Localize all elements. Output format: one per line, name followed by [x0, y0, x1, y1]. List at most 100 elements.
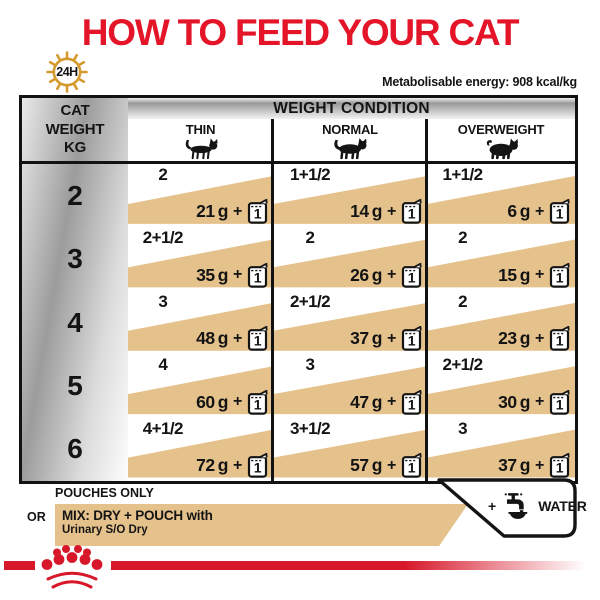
gram-unit: g	[519, 264, 531, 285]
table-row: 2 2 21 g + 1	[22, 164, 575, 227]
pouch-count: 3+1/2	[289, 418, 331, 438]
pouch-number: 1	[408, 333, 416, 349]
dry-grams: 47	[350, 391, 369, 412]
table-row: 4 3 48 g + 1	[22, 291, 575, 354]
cat-weight-value: 3	[67, 243, 83, 275]
normal-label: NORMAL	[322, 122, 378, 137]
dry-grams: 48	[196, 328, 215, 349]
pouch-icon: 1	[247, 199, 268, 225]
water-label: WATER	[538, 498, 587, 514]
pouches-only-label: POUCHES ONLY	[55, 486, 154, 500]
cat-weight-value: 2	[67, 179, 83, 211]
ration-cell-normal: 3 47 g + 1	[273, 354, 427, 417]
corner-line-kg: KG	[63, 139, 87, 157]
pouch-number: 1	[556, 269, 564, 285]
normal-cat-icon	[334, 138, 367, 160]
plus-sign: +	[535, 202, 544, 220]
brand-bar-right	[111, 561, 600, 570]
mix-amount: 37 g + 1	[498, 453, 570, 478]
pouch-number: 1	[254, 396, 262, 412]
ration-cell-overweight: 3 37 g + 1	[427, 418, 575, 481]
pouch-icon: 1	[401, 453, 422, 478]
plus-sign: +	[535, 456, 544, 474]
column-header-normal: NORMAL	[273, 119, 427, 161]
mix-amount: 47 g + 1	[350, 389, 422, 415]
plus-sign: +	[387, 202, 396, 220]
gram-unit: g	[217, 264, 229, 285]
gram-unit: g	[217, 391, 229, 412]
plus-sign: +	[535, 393, 544, 411]
gram-unit: g	[371, 201, 383, 222]
ration-cell-overweight: 2 15 g + 1	[427, 227, 575, 290]
pouch-icon: 1	[549, 389, 570, 415]
pouch-count: 1+1/2	[289, 165, 331, 184]
ration-cell-thin: 2+1/2 35 g + 1	[128, 227, 273, 290]
pouch-count: 1+1/2	[442, 165, 484, 184]
column-divider-1	[271, 119, 274, 481]
dry-grams: 37	[498, 455, 517, 476]
gram-unit: g	[371, 455, 383, 476]
pouch-count: 2+1/2	[142, 228, 184, 248]
pouch-number: 1	[556, 333, 564, 349]
pouch-number: 1	[556, 396, 564, 412]
weight-condition-header: WEIGHT CONDITION	[128, 98, 575, 119]
dry-grams: 26	[350, 264, 369, 285]
24h-clock-icon: 24H	[45, 50, 89, 94]
clock-dial-icon	[46, 51, 88, 93]
table-row: 6 4+1/2 72 g + 1	[22, 418, 575, 481]
plus-sign: +	[387, 393, 396, 411]
mix-amount: 23 g + 1	[498, 326, 570, 351]
mix-banner: MIX: DRY + POUCH with Urinary S/O Dry	[55, 504, 468, 546]
pouch-number: 1	[254, 269, 262, 285]
pouch-count: 2	[458, 291, 467, 311]
gram-unit: g	[217, 455, 229, 476]
plus-sign: +	[387, 266, 396, 284]
gram-unit: g	[217, 201, 229, 222]
pouch-icon: 1	[401, 389, 422, 415]
pouch-number: 1	[254, 460, 262, 476]
dry-grams: 14	[350, 201, 369, 222]
ration-cell-thin: 3 48 g + 1	[128, 291, 273, 354]
or-label: OR	[27, 510, 46, 524]
plus-sign: +	[387, 329, 396, 347]
plus-sign: +	[535, 329, 544, 347]
pouch-count: 2+1/2	[442, 355, 484, 375]
dry-grams: 23	[498, 328, 517, 349]
pouch-icon: 1	[401, 326, 422, 351]
gram-unit: g	[371, 391, 383, 412]
dry-grams: 6	[507, 201, 517, 222]
gram-unit: g	[519, 455, 531, 476]
cat-weight-kg-header: CAT WEIGHT KG	[22, 100, 128, 160]
pouch-count: 3	[458, 418, 467, 438]
dry-grams: 37	[350, 328, 369, 349]
condition-column-headers: THIN	[128, 119, 575, 161]
royal-canin-crown-logo	[41, 545, 103, 589]
brand-bar-left	[4, 561, 35, 570]
corner-line-cat: CAT	[60, 101, 90, 119]
corner-line-weight: WEIGHT	[45, 120, 105, 138]
plus-sign: +	[233, 202, 242, 220]
pouch-icon: 1	[401, 199, 422, 225]
pouch-number: 1	[408, 206, 416, 222]
ration-cell-normal: 2 26 g + 1	[273, 227, 427, 290]
ration-cell-thin: 2 21 g + 1	[128, 164, 273, 227]
table-rows: 2 2 21 g + 1	[22, 164, 575, 481]
page-title: HOW TO FEED YOUR CAT	[81, 12, 520, 53]
plus-sign: +	[233, 456, 242, 474]
water-faucet-icon	[504, 493, 528, 519]
mix-amount: 15 g + 1	[498, 262, 570, 288]
overweight-label: OVERWEIGHT	[457, 122, 545, 137]
pouch-number: 1	[408, 269, 416, 285]
mix-amount: 14 g + 1	[350, 199, 422, 225]
pouch-count: 2	[458, 228, 467, 248]
water-plus-sign: +	[488, 498, 497, 514]
pouch-number: 1	[408, 460, 416, 476]
water-content: + WATER	[488, 491, 587, 521]
plus-sign: +	[387, 456, 396, 474]
cat-weight-value: 4	[67, 306, 83, 338]
gram-unit: g	[371, 328, 383, 349]
ration-cell-normal: 1+1/2 14 g + 1	[273, 164, 427, 227]
dry-grams: 72	[196, 455, 215, 476]
mix-amount: 30 g + 1	[498, 389, 570, 415]
